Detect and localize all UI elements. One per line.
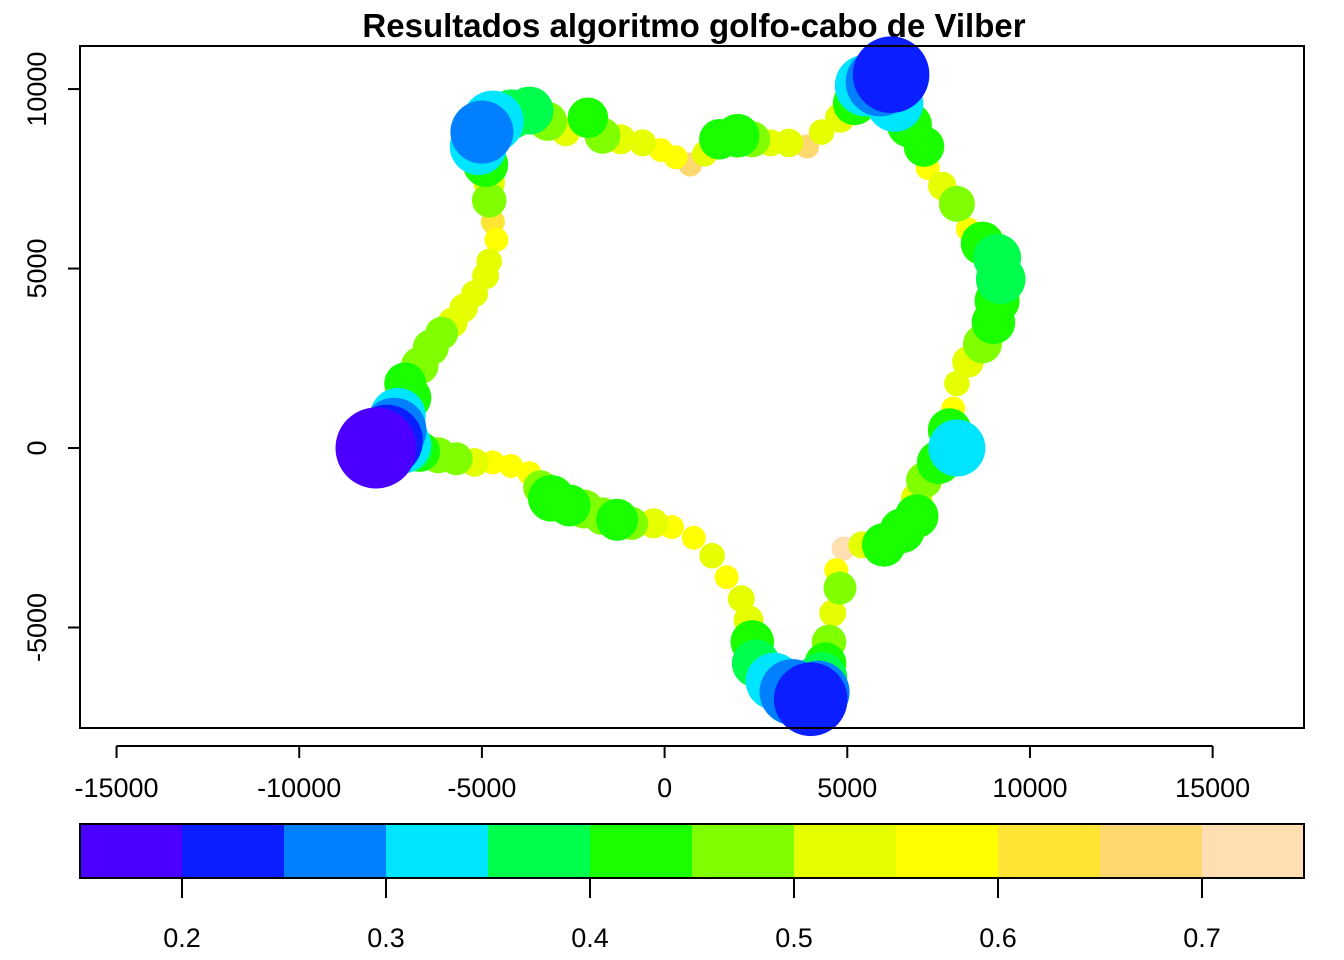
- scatter-point: [852, 36, 930, 114]
- colorbar-segment: [284, 824, 387, 878]
- scatter-point: [471, 183, 507, 218]
- colorbar-segment: [692, 824, 795, 878]
- scatter-point: [715, 113, 760, 158]
- scatter-point: [629, 129, 657, 157]
- colorbar-segment: [896, 824, 999, 878]
- scatter-point: [938, 185, 975, 222]
- scatter-points: [335, 36, 1026, 737]
- x-tick-label: 0: [657, 773, 672, 803]
- colorbar-segment: [590, 824, 693, 878]
- scatter-point: [928, 419, 986, 477]
- colorbar-segment: [488, 824, 591, 878]
- colorbar-segment: [80, 824, 183, 878]
- colorbar-tick-label: 0.4: [571, 923, 609, 953]
- x-tick-label: 10000: [992, 773, 1067, 803]
- colorbar-segment: [386, 824, 489, 878]
- colorbar-frame: [79, 823, 1305, 879]
- colorbar-tick-label: 0.2: [163, 923, 201, 953]
- scatter-point: [681, 525, 706, 550]
- colorbar-segment: [1202, 824, 1305, 878]
- colorbar-segment: [182, 824, 285, 878]
- scatter-point: [450, 100, 514, 164]
- x-tick-label: -15000: [74, 773, 158, 803]
- scatter-point: [528, 475, 575, 522]
- colorbar-segment: [794, 824, 897, 878]
- scatter-point: [823, 571, 857, 605]
- x-tick-label: 5000: [817, 773, 877, 803]
- scatter-point: [596, 498, 639, 541]
- colorbar-tick-label: 0.6: [979, 923, 1017, 953]
- scatter-point: [819, 599, 847, 627]
- y-tick-label: 5000: [22, 238, 52, 298]
- y-tick-label: -5000: [22, 593, 52, 662]
- x-tick-label: -5000: [447, 773, 516, 803]
- chart-title: Resultados algoritmo golfo-cabo de Vilbe…: [362, 7, 1025, 44]
- y-tick-label: 10000: [22, 52, 52, 127]
- scatter-point: [335, 407, 417, 489]
- colorbar-tick-label: 0.5: [775, 923, 813, 953]
- colorbar-segment: [1100, 824, 1203, 878]
- scatter-point: [484, 227, 509, 252]
- scatter-point: [774, 128, 804, 158]
- scatter-point: [773, 662, 848, 737]
- scatter-point: [567, 97, 609, 139]
- scatter-point: [714, 565, 739, 590]
- colorbar-tick-label: 0.7: [1183, 923, 1221, 953]
- scatter-point: [499, 454, 524, 478]
- scatter-point: [699, 542, 725, 569]
- plot-frame: [79, 45, 1305, 729]
- scatter-point: [975, 254, 1026, 305]
- y-axis: -5000 0 5000 10000: [22, 52, 81, 662]
- colorbar: 0.2 0.3 0.4 0.5 0.6 0.7: [79, 823, 1305, 953]
- colorbar-tick-label: 0.3: [367, 923, 405, 953]
- x-tick-label: 15000: [1175, 773, 1250, 803]
- x-axis: -15000 -10000 -5000 0 5000 10000 15000: [74, 745, 1250, 803]
- colorbar-segment: [998, 824, 1101, 878]
- scatter-point: [472, 262, 500, 290]
- x-tick-label: -10000: [257, 773, 341, 803]
- y-tick-label: 0: [22, 440, 52, 455]
- scatter-point: [879, 508, 925, 554]
